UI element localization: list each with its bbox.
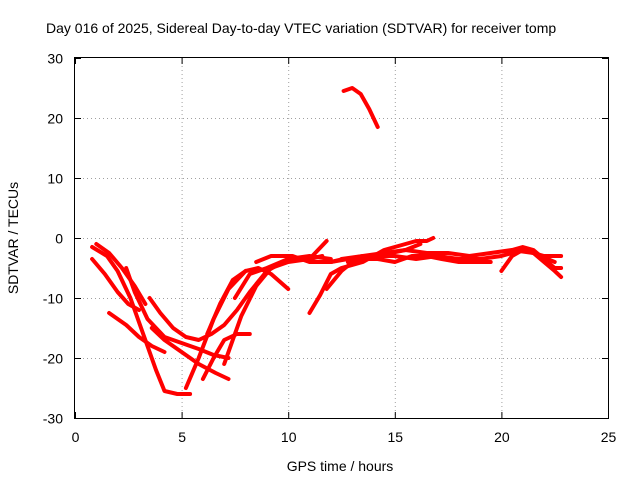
y-tick-labels: -30 -20 -10 0 10 20 30 [43, 51, 63, 427]
series-line-s10 [205, 266, 291, 336]
series-line-s7 [149, 326, 231, 381]
y-tick-label: -20 [43, 351, 63, 367]
ticks [75, 58, 609, 419]
series-line-s20 [510, 245, 564, 270]
y-tick-label: 0 [55, 231, 63, 247]
x-tick-label: 15 [388, 429, 404, 445]
series-line-s2 [90, 257, 141, 312]
grid [75, 58, 608, 418]
x-tick-label: 25 [601, 429, 617, 445]
plot-frame [74, 57, 609, 419]
series-line-s12 [232, 254, 325, 300]
y-tick-label: 30 [47, 51, 63, 67]
y-tick-label: -30 [43, 411, 63, 427]
y-tick-label: 20 [47, 111, 63, 127]
y-tick-label: -10 [43, 291, 63, 307]
series-line-s4 [107, 311, 167, 354]
chart-title: Day 016 of 2025, Sidereal Day-to-day VTE… [46, 20, 556, 36]
series-line-s21 [341, 86, 380, 129]
series-line-s5 [124, 266, 231, 360]
series-group [90, 86, 564, 396]
x-tick-label: 0 [72, 429, 80, 445]
series-line-s18 [345, 254, 493, 264]
x-tick-label: 5 [178, 429, 186, 445]
x-tick-label: 20 [494, 429, 510, 445]
x-tick-labels: 0 5 10 15 20 25 [72, 429, 617, 445]
series-line-s9 [200, 332, 252, 381]
series-line-s1 [90, 245, 193, 396]
y-tick-label: 10 [47, 171, 63, 187]
x-axis-label: GPS time / hours [287, 458, 394, 474]
x-tick-label: 10 [281, 429, 297, 445]
series-line-s14 [307, 236, 436, 315]
y-axis-label: SDTVAR / TECUs [5, 182, 21, 294]
series-line-s19 [499, 248, 564, 279]
series-line-s3 [94, 242, 148, 306]
